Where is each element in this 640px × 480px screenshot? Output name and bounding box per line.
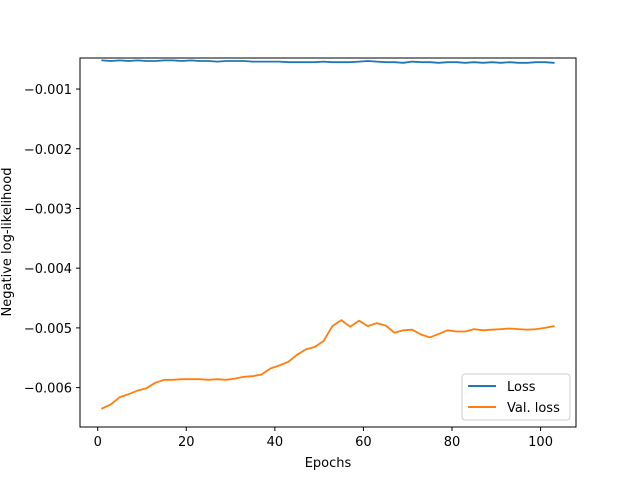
x-axis: 0 20 40 60 80 100	[94, 427, 553, 450]
y-axis: −0.006 −0.005 −0.004 −0.003 −0.002 −0.001	[24, 83, 80, 397]
x-tick-label: 80	[444, 435, 461, 450]
x-tick-label: 60	[355, 435, 372, 450]
y-tick-label: −0.004	[24, 262, 72, 277]
x-tick-label: 40	[267, 435, 284, 450]
series-line-val-loss	[101, 319, 555, 410]
x-tick-label: 0	[94, 435, 102, 450]
legend: Loss Val. loss	[461, 373, 571, 421]
y-tick-label: −0.002	[24, 143, 72, 158]
y-axis-title: Negative log-likelihood	[0, 168, 15, 317]
y-tick-label: −0.003	[24, 202, 72, 217]
y-tick-label: −0.006	[24, 382, 72, 397]
series-line-loss	[101, 59, 555, 64]
x-tick-label: 20	[178, 435, 195, 450]
y-tick-label: −0.005	[24, 322, 72, 337]
legend-label-val-loss: Val. loss	[507, 401, 560, 416]
legend-label-loss: Loss	[507, 380, 536, 395]
x-axis-title: Epochs	[305, 456, 352, 471]
series-layer	[101, 59, 555, 410]
y-tick-label: −0.001	[24, 83, 72, 98]
x-tick-label: 100	[528, 435, 553, 450]
plot-frame	[79, 57, 577, 428]
